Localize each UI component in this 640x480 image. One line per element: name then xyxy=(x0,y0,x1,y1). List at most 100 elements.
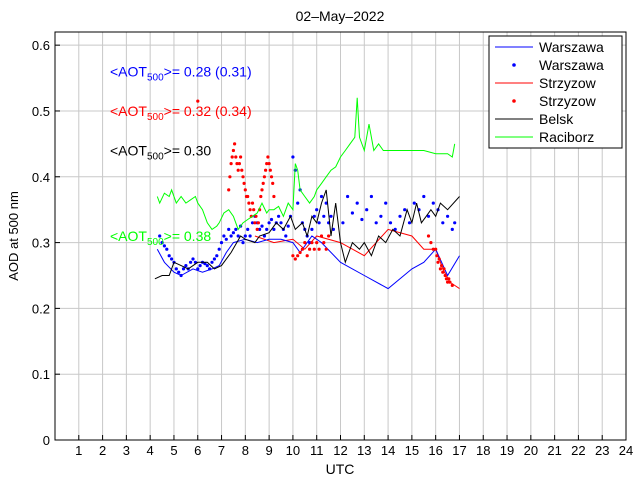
strzyzow-point xyxy=(305,254,309,258)
strzyzow-point xyxy=(247,201,251,205)
y-tick-label: 0 xyxy=(43,433,50,448)
strzyzow-point xyxy=(322,241,326,245)
strzyzow-point xyxy=(319,234,324,238)
strzyzow-point xyxy=(442,267,446,271)
warszawa-point xyxy=(360,217,364,222)
warszawa-point xyxy=(177,270,181,274)
strzyzow-point xyxy=(303,241,307,245)
warszawa-point xyxy=(319,194,324,199)
warszawa-point xyxy=(234,227,238,231)
strzyzow-point xyxy=(298,250,302,255)
warszawa-point xyxy=(167,254,171,258)
raciborz-line xyxy=(156,97,456,231)
aot-annotation: <AOT500>= 0.32 (0.34) xyxy=(110,103,252,123)
strzyzow-point xyxy=(440,264,444,268)
strzyzow-point xyxy=(246,194,250,199)
legend-label: Warszawa xyxy=(539,57,604,73)
strzyzow-point xyxy=(293,257,297,261)
warszawa-point xyxy=(196,267,200,271)
strzyzow-point xyxy=(296,254,300,258)
warszawa-point xyxy=(158,234,162,238)
warszawa-point xyxy=(277,214,281,218)
warszawa-point xyxy=(407,221,412,225)
strzyzow-point xyxy=(240,168,244,172)
warszawa-point xyxy=(350,211,354,215)
warszawa-point xyxy=(222,234,226,238)
chart-title: 02–May–2022 xyxy=(296,8,385,24)
warszawa-point xyxy=(453,221,457,225)
warszawa-point xyxy=(162,244,166,248)
warszawa-point xyxy=(403,208,407,212)
strzyzow-point xyxy=(434,247,438,251)
warszawa-line xyxy=(156,235,460,290)
strzyzow-point xyxy=(235,162,239,166)
warszawa-point xyxy=(198,264,202,268)
warszawa-point xyxy=(312,214,316,218)
y-tick-label: 0.5 xyxy=(32,104,50,119)
y-tick-label: 0.1 xyxy=(32,367,50,382)
strzyzow-point xyxy=(327,234,331,238)
y-axis-label: AOD at 500 nm xyxy=(6,191,21,281)
strzyzow-point xyxy=(229,162,233,166)
strzyzow-point xyxy=(267,162,271,166)
x-tick-label: 21 xyxy=(547,443,561,458)
strzyzow-point xyxy=(291,254,295,258)
strzyzow-point xyxy=(254,214,258,218)
warszawa-point xyxy=(331,227,335,231)
x-axis-label: UTC xyxy=(326,461,355,477)
warszawa-point xyxy=(191,257,195,261)
strzyzow-point xyxy=(436,260,440,264)
strzyzow-point xyxy=(444,277,448,281)
warszawa-point xyxy=(208,267,212,271)
warszawa-point xyxy=(224,237,228,241)
x-tick-label: 15 xyxy=(405,443,419,458)
warszawa-point xyxy=(379,214,383,218)
warszawa-point xyxy=(241,241,245,245)
strzyzow-point xyxy=(265,162,269,166)
strzyzow-point xyxy=(248,208,252,212)
x-tick-label: 5 xyxy=(170,443,177,458)
strzyzow-point xyxy=(196,99,200,103)
warszawa-point xyxy=(310,227,314,231)
y-tick-label: 0.2 xyxy=(32,301,50,316)
warszawa-point xyxy=(258,227,262,231)
x-tick-label: 12 xyxy=(333,443,347,458)
warszawa-point xyxy=(384,201,388,205)
x-tick-label: 23 xyxy=(595,443,609,458)
warszawa-point xyxy=(296,201,300,205)
strzyzow-point xyxy=(271,181,275,185)
warszawa-point xyxy=(291,155,295,159)
warszawa-point xyxy=(329,214,333,218)
warszawa-point xyxy=(189,260,193,264)
strzyzow-point xyxy=(308,247,312,251)
strzyzow-point xyxy=(233,142,237,146)
strzyzow-point xyxy=(234,155,238,159)
x-tick-label: 20 xyxy=(524,443,538,458)
warszawa-point xyxy=(265,227,269,231)
warszawa-point xyxy=(365,208,369,212)
legend-box xyxy=(488,35,623,149)
strzyzow-point xyxy=(443,273,447,278)
strzyzow-point xyxy=(324,247,328,251)
annotations: <AOT500>= 0.28 (0.31) <AOT500>= 0.32 (0.3… xyxy=(110,63,252,248)
warszawa-point xyxy=(210,260,214,264)
warszawa-point xyxy=(246,227,250,231)
x-tick-label: 3 xyxy=(123,443,130,458)
legend-label: Belsk xyxy=(539,111,574,127)
warszawa-point xyxy=(243,234,247,238)
warszawa-point xyxy=(174,267,178,271)
strzyzow-point xyxy=(435,254,439,258)
x-tick-label: 17 xyxy=(452,443,466,458)
x-tick-label: 22 xyxy=(571,443,585,458)
x-tick-label: 1 xyxy=(75,443,82,458)
strzyzow-point xyxy=(256,221,260,225)
legend-dot-swatch xyxy=(512,99,516,103)
strzyzow-point xyxy=(230,155,234,159)
warszawa-point xyxy=(184,264,188,268)
strzyzow-point xyxy=(241,175,245,179)
y-tick-label: 0.3 xyxy=(32,236,50,251)
warszawa-point xyxy=(262,234,266,238)
warszawa-point xyxy=(212,257,216,261)
legend-label: Raciborz xyxy=(539,129,594,145)
